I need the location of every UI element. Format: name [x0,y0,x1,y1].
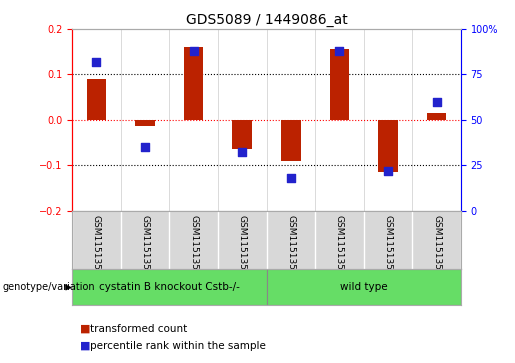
Point [238,150,246,155]
Point [190,48,198,54]
Text: GSM1151354: GSM1151354 [238,215,247,276]
Text: ■: ■ [80,323,90,334]
Text: ■: ■ [80,341,90,351]
Point [384,168,392,174]
Text: GSM1151358: GSM1151358 [432,215,441,276]
Text: transformed count: transformed count [90,323,187,334]
Bar [427,113,447,120]
Title: GDS5089 / 1449086_at: GDS5089 / 1449086_at [185,13,348,26]
Bar [379,120,398,172]
Text: percentile rank within the sample: percentile rank within the sample [90,341,266,351]
Text: GSM1151353: GSM1151353 [189,215,198,276]
Bar [184,47,203,120]
Bar [87,79,106,120]
Text: GSM1151356: GSM1151356 [335,215,344,276]
Bar [232,120,252,149]
Bar [281,120,301,160]
Point [141,144,149,150]
Bar [330,49,349,120]
Point [433,99,441,105]
Bar [267,269,461,305]
Text: wild type: wild type [340,282,387,292]
Point [92,59,100,65]
Text: GSM1151351: GSM1151351 [92,215,101,276]
Text: cystatin B knockout Cstb-/-: cystatin B knockout Cstb-/- [99,282,240,292]
Bar [72,269,267,305]
Point [335,48,344,54]
Bar [135,120,154,126]
Point [287,175,295,181]
Text: GSM1151357: GSM1151357 [384,215,392,276]
Text: genotype/variation: genotype/variation [3,282,95,292]
Text: GSM1151352: GSM1151352 [141,215,149,276]
Text: GSM1151355: GSM1151355 [286,215,295,276]
